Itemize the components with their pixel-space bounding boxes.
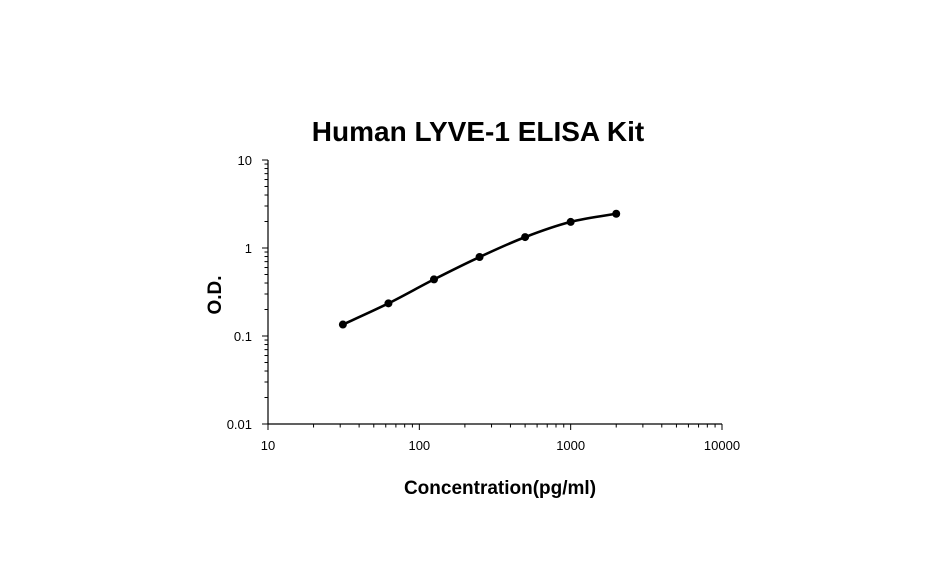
chart-title: Human LYVE-1 ELISA Kit <box>312 116 644 147</box>
x-tick-label: 100 <box>408 438 430 453</box>
x-tick-label: 1000 <box>556 438 585 453</box>
x-tick-label: 10 <box>261 438 275 453</box>
series-layer <box>338 209 621 329</box>
y-tick-label: 0.01 <box>227 417 252 432</box>
x-tick-label: 10000 <box>704 438 740 453</box>
x-axis-label: Concentration(pg/ml) <box>404 478 596 499</box>
data-point <box>475 253 484 262</box>
axes <box>262 159 723 430</box>
data-point <box>338 320 347 329</box>
tick-labels: 10 100 1000 10000 0.01 0.1 1 10 <box>227 153 740 453</box>
data-point <box>566 217 575 226</box>
y-tick-label: 1 <box>245 241 252 256</box>
data-point <box>521 233 530 242</box>
series-line <box>342 212 617 326</box>
y-tick-label: 10 <box>238 153 252 168</box>
data-point <box>429 275 438 284</box>
data-point <box>612 209 621 218</box>
data-point <box>384 299 393 308</box>
y-tick-label: 0.1 <box>234 329 252 344</box>
y-axis-label: O.D. <box>205 275 226 314</box>
